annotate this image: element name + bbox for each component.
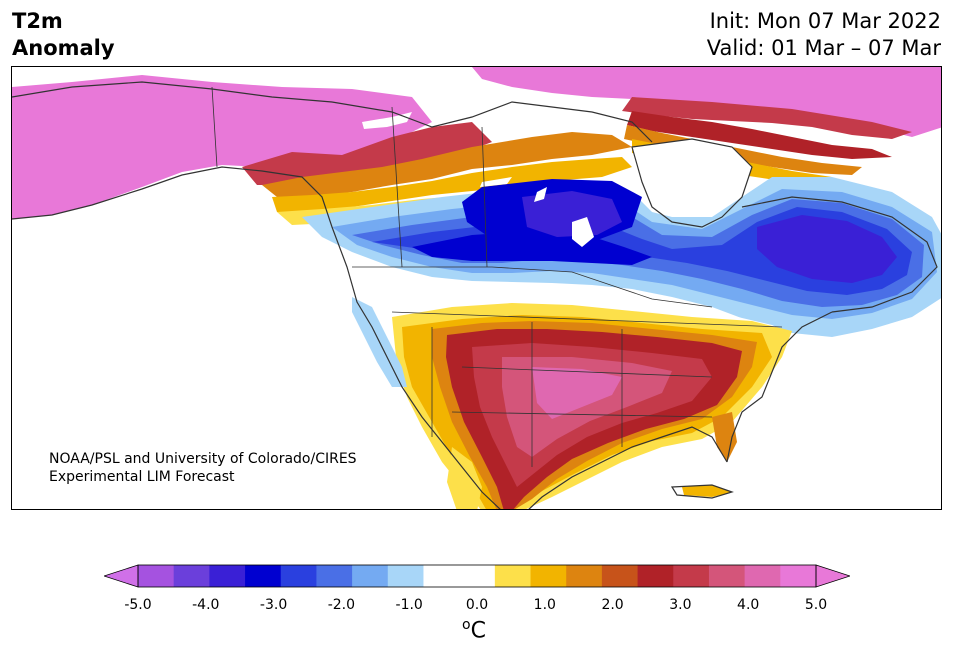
title-line-1: T2m <box>12 9 63 33</box>
colorbar-tick-label: 5.0 <box>804 597 828 613</box>
colorbar-cell <box>387 565 424 587</box>
colorbar-cell <box>209 565 246 587</box>
colorbar-cell <box>173 565 210 587</box>
forecast-credit: NOAA/PSL and University of Colorado/CIRE… <box>49 450 357 486</box>
map-title: T2m Anomaly <box>12 8 115 62</box>
colorbar-tick-label: -3.0 <box>259 597 288 613</box>
degree-symbol: o <box>462 617 471 633</box>
colorbar-unit: oC <box>462 617 486 643</box>
colorbar-cell <box>780 565 817 587</box>
forecast-dates: Init: Mon 07 Mar 2022 Valid: 01 Mar – 07… <box>707 8 941 62</box>
colorbar-tick-label: 0.0 <box>465 597 489 613</box>
colorbar-cell <box>138 565 175 587</box>
colorbar-cell <box>459 565 496 587</box>
map-svg <box>12 67 941 509</box>
colorbar-cell <box>245 565 282 587</box>
colorbar-cell <box>566 565 603 587</box>
colorbar-tick-label: -4.0 <box>192 597 220 613</box>
init-date: Init: Mon 07 Mar 2022 <box>709 9 941 33</box>
coastlines <box>12 81 938 509</box>
colorbar-cell <box>744 565 781 587</box>
colorbar-cell <box>352 565 389 587</box>
colorbar-high-extend <box>815 564 850 588</box>
colorbar-cell <box>708 565 746 587</box>
colorbar-tick-label: 1.0 <box>533 597 556 613</box>
valid-range: Valid: 01 Mar – 07 Mar <box>706 36 941 60</box>
credit-line-1: NOAA/PSL and University of Colorado/CIRE… <box>49 451 357 467</box>
borders <box>211 86 783 467</box>
colorbar-tick-label: 2.0 <box>601 597 624 613</box>
colorbar-cell <box>280 565 317 587</box>
colorbar-cell <box>316 565 353 587</box>
colorbar-cell <box>673 565 710 587</box>
colorbar-tick-label: -5.0 <box>124 597 152 613</box>
credit-line-2: Experimental LIM Forecast <box>49 469 235 485</box>
colorbar <box>104 564 850 588</box>
hudson-bay <box>632 139 752 227</box>
colorbar-cell <box>601 565 639 587</box>
colorbar-cell <box>423 565 460 587</box>
unit-letter: C <box>470 618 486 644</box>
anomaly-map <box>11 66 942 510</box>
colorbar-cell <box>637 565 674 587</box>
colorbar-low-extend <box>104 564 139 588</box>
title-line-2: Anomaly <box>12 36 115 60</box>
colorbar-cell <box>494 565 532 587</box>
colorbar-tick-label: -1.0 <box>395 597 423 613</box>
colorbar-cell <box>530 565 567 587</box>
colorbar-tick-label: -2.0 <box>327 597 356 613</box>
colorbar-tick-label: 4.0 <box>737 597 760 613</box>
alaska-warm-region <box>12 75 432 219</box>
colorbar-tick-label: 3.0 <box>669 597 692 613</box>
